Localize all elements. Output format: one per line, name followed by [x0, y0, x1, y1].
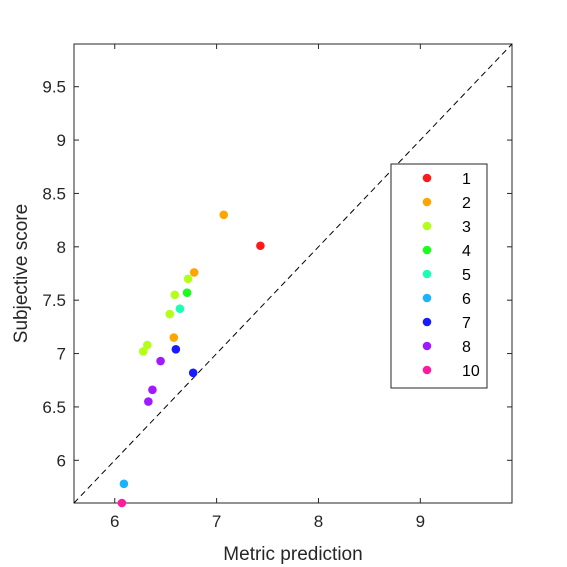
legend-item: 3 — [422, 219, 471, 236]
legend-marker — [422, 341, 432, 351]
legend-marker — [422, 365, 432, 375]
legend-marker — [422, 221, 432, 231]
series-2 — [169, 210, 229, 342]
series-3 — [138, 274, 193, 356]
legend-label: 4 — [462, 243, 471, 260]
legend-item: 10 — [422, 363, 480, 380]
data-point — [219, 210, 229, 220]
legend-item: 8 — [422, 339, 471, 356]
y-tick-label: 8 — [57, 238, 66, 257]
series-10 — [117, 498, 127, 508]
data-point — [143, 340, 152, 350]
series-1 — [256, 241, 265, 251]
legend-label: 7 — [462, 315, 471, 332]
data-point — [188, 368, 198, 378]
legend-marker — [422, 245, 432, 255]
legend-marker — [422, 269, 432, 279]
series-8 — [144, 356, 165, 406]
x-tick-label: 6 — [110, 512, 119, 531]
y-axis-label: Subjective score — [11, 204, 32, 343]
y-tick-label: 8.5 — [42, 184, 66, 203]
legend-label: 1 — [462, 171, 471, 188]
data-point — [183, 274, 193, 284]
data-point — [156, 356, 165, 366]
series-5 — [175, 304, 185, 314]
data-point — [189, 268, 199, 277]
x-axis-label: Metric prediction — [223, 544, 362, 565]
data-point — [119, 479, 129, 489]
legend-label: 3 — [462, 219, 471, 236]
legend-item: 2 — [422, 195, 471, 212]
legend-item: 1 — [422, 171, 471, 188]
legend-marker — [422, 317, 432, 327]
data-point — [117, 498, 127, 508]
legend-label: 2 — [462, 195, 471, 212]
data-point — [138, 347, 148, 356]
legend-label: 10 — [462, 363, 480, 380]
legend: 1 2 3 4 5 6 7 8 10 — [390, 163, 488, 389]
y-tick-label: 7.5 — [42, 291, 66, 310]
legend-label: 5 — [462, 267, 471, 284]
data-point — [169, 333, 179, 342]
legend-label: 6 — [462, 291, 471, 308]
y-tick-label: 6.5 — [42, 398, 66, 417]
axis-ticks: 6 7 8 9 6 6.5 7 7.5 8 8.5 9 9.5 — [42, 44, 512, 531]
series-6 — [119, 479, 129, 489]
identity-reference-line — [73, 43, 513, 504]
legend-box — [390, 163, 488, 389]
y-tick-label: 9.5 — [42, 78, 66, 97]
legend-marker — [422, 197, 432, 207]
x-tick-label: 8 — [314, 512, 323, 531]
data-point — [175, 304, 185, 314]
y-tick-label: 9 — [57, 131, 66, 150]
legend-marker — [422, 293, 432, 303]
y-tick-label: 7 — [57, 345, 66, 364]
data-point — [171, 344, 181, 354]
data-point — [148, 385, 157, 395]
legend-marker — [422, 173, 432, 183]
x-tick-label: 9 — [416, 512, 425, 531]
legend-item: 6 — [422, 291, 471, 308]
legend-item: 4 — [422, 243, 471, 260]
data-point — [182, 288, 192, 298]
data-point — [165, 309, 175, 319]
legend-label: 8 — [462, 339, 471, 356]
legend-item: 7 — [422, 315, 471, 332]
data-point — [144, 397, 153, 406]
x-tick-label: 7 — [212, 512, 221, 531]
series-7 — [171, 344, 198, 378]
data-point — [256, 241, 265, 251]
data-point — [170, 290, 180, 300]
legend-item: 5 — [422, 267, 471, 284]
y-tick-label: 6 — [57, 451, 66, 470]
series-4 — [182, 288, 192, 298]
